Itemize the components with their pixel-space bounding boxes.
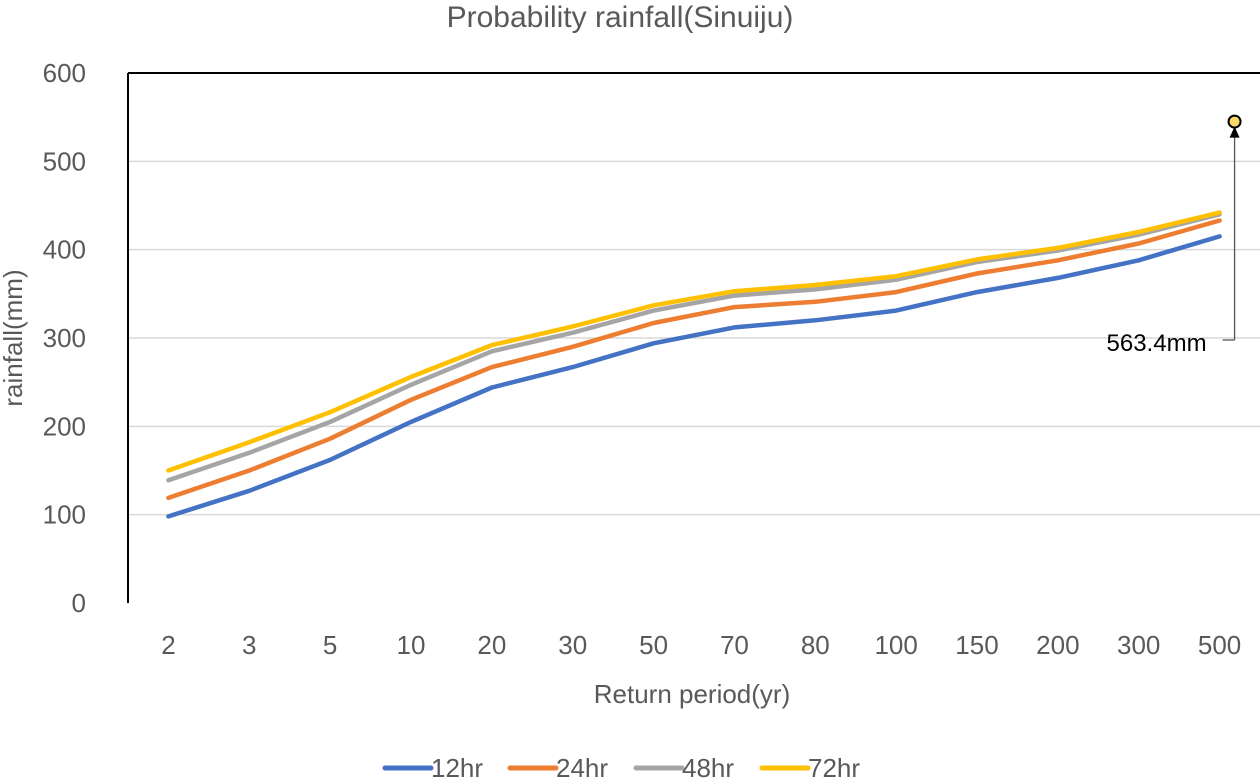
annotation-arrowhead <box>1229 126 1240 138</box>
x-tick-label: 500 <box>1198 630 1241 660</box>
legend-label-24hr: 24hr <box>556 753 608 778</box>
x-tick-label: 2 <box>161 630 175 660</box>
y-tick-label: 200 <box>43 411 86 441</box>
annotation-marker <box>1227 114 1242 129</box>
x-tick-label: 30 <box>558 630 587 660</box>
chart-title: Probability rainfall(Sinuiju) <box>447 1 794 34</box>
legend-label-48hr: 48hr <box>682 753 734 778</box>
y-tick-label: 100 <box>43 500 86 530</box>
x-tick-label: 100 <box>874 630 917 660</box>
x-tick-label: 3 <box>242 630 256 660</box>
x-tick-label: 10 <box>397 630 426 660</box>
y-tick-label: 500 <box>43 146 86 176</box>
y-tick-label: 0 <box>72 588 86 618</box>
x-axis-title: Return period(yr) <box>594 679 791 709</box>
legend-label-12hr: 12hr <box>431 753 483 778</box>
x-tick-label: 300 <box>1117 630 1160 660</box>
series-lines <box>166 210 1222 519</box>
x-tick-label: 20 <box>477 630 506 660</box>
x-tick-label: 5 <box>323 630 337 660</box>
series-line-24hr <box>166 218 1222 501</box>
x-tick-label: 70 <box>720 630 749 660</box>
y-tick-label: 400 <box>43 235 86 265</box>
annotation: 563.4mm <box>1107 114 1242 357</box>
x-tick-label: 150 <box>955 630 998 660</box>
legend-label-72hr: 72hr <box>808 753 860 778</box>
x-axis: 2 3 5 10 20 30 50 70 80 100 150 200 300 500 <box>161 630 1241 660</box>
x-tick-label: 80 <box>801 630 830 660</box>
series-line-12hr <box>166 234 1222 519</box>
y-tick-label: 300 <box>43 323 86 353</box>
legend: 12hr 24hr 48hr 72hr <box>382 753 860 778</box>
y-axis: 0 100 200 300 400 500 600 <box>43 58 86 618</box>
series-line-48hr <box>166 212 1222 483</box>
y-tick-label: 600 <box>43 58 86 88</box>
x-tick-label: 50 <box>639 630 668 660</box>
gridlines <box>128 160 1260 516</box>
series-line-72hr <box>166 210 1222 473</box>
plot-frame <box>127 72 1260 603</box>
y-axis-title: rainfall(mm) <box>0 269 28 406</box>
annotation-label: 563.4mm <box>1107 330 1207 357</box>
x-tick-label: 200 <box>1036 630 1079 660</box>
